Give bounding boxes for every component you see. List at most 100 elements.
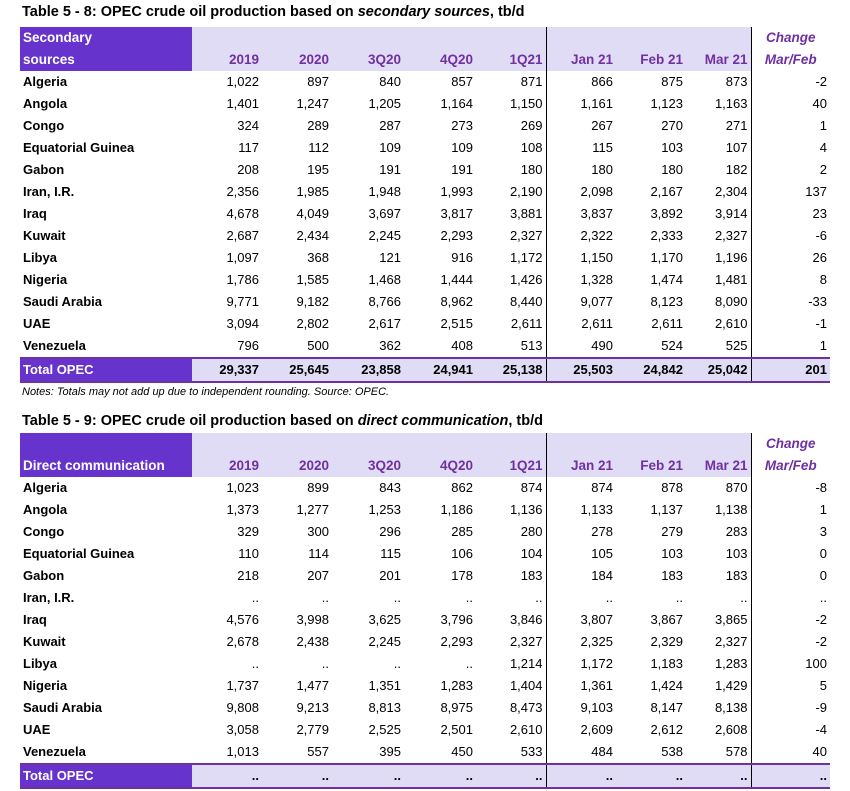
value-cell: 2,687 <box>226 228 259 243</box>
change-cell: 0 <box>819 546 827 561</box>
value-cell: 2,438 <box>296 634 329 649</box>
value-cell: 1,183 <box>650 656 683 671</box>
value-cell: 8,473 <box>476 697 547 719</box>
value-cell: 201 <box>379 568 401 583</box>
change-cell: -1 <box>815 316 827 331</box>
value-cell: 916 <box>451 250 473 265</box>
table2-title-suffix: , tb/d <box>508 413 544 429</box>
value-cell: 899 <box>307 480 329 495</box>
value-cell: 1,426 <box>476 269 547 291</box>
column-header: 1Q21 <box>476 455 547 477</box>
value-cell: 279 <box>661 524 683 539</box>
value-cell: 2,322 <box>580 228 613 243</box>
value-cell: 9,808 <box>226 700 259 715</box>
value-cell: 8,962 <box>440 294 473 309</box>
table-row: Kuwait 2,678 2,438 2,245 2,293 2,327 2,325 2,32… <box>20 631 830 653</box>
value-cell: 862 <box>451 480 473 495</box>
table-row: Nigeria 1,737 1,477 1,351 1,283 1,404 1,361 1,4… <box>20 675 830 697</box>
table-row: Angola 1,373 1,277 1,253 1,186 1,136 1,133 1,13… <box>20 499 830 521</box>
table-row: Kuwait 2,687 2,434 2,245 2,293 2,327 2,322 2,33… <box>20 225 830 247</box>
value-cell: 533 <box>476 741 547 764</box>
value-cell: 878 <box>661 480 683 495</box>
table-row: UAE 3,058 2,779 2,525 2,501 2,610 2,609 2,612 2,… <box>20 719 830 741</box>
total-value: 24,941 <box>404 357 476 383</box>
value-cell: 873 <box>686 71 752 93</box>
value-cell: 1,283 <box>686 653 752 675</box>
table-row: Gabon 208 195 191 191 180 180 180 182 2 <box>20 159 830 181</box>
value-cell: 208 <box>237 162 259 177</box>
country-name: Equatorial Guinea <box>23 140 135 155</box>
value-cell: 2,609 <box>580 722 613 737</box>
value-cell: 2,501 <box>440 722 473 737</box>
value-cell: 109 <box>379 140 401 155</box>
table2-title-italic: direct communication <box>357 413 509 429</box>
change-cell: 1 <box>819 338 827 353</box>
value-cell: 9,213 <box>296 700 329 715</box>
value-cell: 513 <box>476 335 547 358</box>
country-name: Saudi Arabia <box>23 700 102 715</box>
value-cell: 2,610 <box>686 313 752 335</box>
value-cell: .. <box>321 590 329 605</box>
value-cell: 3,892 <box>650 206 683 221</box>
value-cell: 3,867 <box>650 612 683 627</box>
value-cell: 9,103 <box>580 700 613 715</box>
value-cell: 1,133 <box>580 502 613 517</box>
value-cell: 3,846 <box>476 609 547 631</box>
total-value: 25,042 <box>686 357 752 383</box>
value-cell: 538 <box>661 744 683 759</box>
value-cell: 271 <box>686 115 752 137</box>
header-label-line2: sources <box>20 49 192 71</box>
value-cell: 1,247 <box>296 96 329 111</box>
table1-title-prefix: Table 5 - 8: OPEC crude oil production b… <box>22 4 358 20</box>
value-cell: 3,796 <box>440 612 473 627</box>
value-cell: 578 <box>686 741 752 764</box>
value-cell: 2,779 <box>296 722 329 737</box>
value-cell: 9,771 <box>226 294 259 309</box>
table-row: Iraq 4,576 3,998 3,625 3,796 3,846 3,807 3,867 3… <box>20 609 830 631</box>
value-cell: 183 <box>686 565 752 587</box>
value-cell: 3,807 <box>580 612 613 627</box>
table-row: Libya 1,097 368 121 916 1,172 1,150 1,170 1,196 2… <box>20 247 830 269</box>
value-cell: 1,361 <box>580 678 613 693</box>
direct-communication-table: Change Direct communication 2019 2020 3Q20 4Q… <box>20 433 830 789</box>
value-cell: 1,737 <box>226 678 259 693</box>
value-cell: 1,161 <box>580 96 613 111</box>
value-cell: 8,766 <box>368 294 401 309</box>
total-value: .. <box>686 763 752 789</box>
header-row-2: sources 2019 2020 3Q20 4Q20 1Q21 Jan 21 Feb 21 M… <box>20 49 830 71</box>
table1-title: Table 5 - 8: OPEC crude oil production b… <box>22 4 525 20</box>
value-cell: .. <box>465 590 473 605</box>
value-cell: 2,293 <box>440 228 473 243</box>
value-cell: 1,481 <box>686 269 752 291</box>
value-cell: 180 <box>591 162 613 177</box>
value-cell: 3,697 <box>368 206 401 221</box>
value-cell: 8,975 <box>440 700 473 715</box>
value-cell: 117 <box>238 140 259 155</box>
column-header: 3Q20 <box>332 49 404 71</box>
country-name: Nigeria <box>23 272 68 287</box>
value-cell: 273 <box>451 118 473 133</box>
value-cell: 178 <box>451 568 473 583</box>
change-cell: 23 <box>812 206 827 221</box>
change-cell: -6 <box>815 228 827 243</box>
table-row: UAE 3,094 2,802 2,617 2,515 2,611 2,611 2,611 2,… <box>20 313 830 335</box>
value-cell: 191 <box>451 162 473 177</box>
value-cell: 109 <box>451 140 473 155</box>
value-cell: 1,993 <box>440 184 473 199</box>
country-name: Libya <box>23 656 57 671</box>
value-cell: 2,515 <box>440 316 473 331</box>
value-cell: 1,136 <box>476 499 547 521</box>
country-name: Algeria <box>23 480 68 495</box>
header-spacer <box>616 27 686 49</box>
header-row-2: Direct communication 2019 2020 3Q20 4Q20 1Q21… <box>20 455 830 477</box>
table-row: Congo 324 289 287 273 269 267 270 271 1 <box>20 115 830 137</box>
value-cell: 2,611 <box>651 316 683 331</box>
value-cell: 1,150 <box>580 250 613 265</box>
value-cell: 278 <box>591 524 613 539</box>
table-row: Nigeria 1,786 1,585 1,468 1,444 1,426 1,328 1,4… <box>20 269 830 291</box>
change-cell: 4 <box>819 140 827 155</box>
value-cell: 1,138 <box>686 499 752 521</box>
value-cell: 324 <box>237 118 259 133</box>
value-cell: 2,304 <box>686 181 752 203</box>
value-cell: 191 <box>379 162 401 177</box>
